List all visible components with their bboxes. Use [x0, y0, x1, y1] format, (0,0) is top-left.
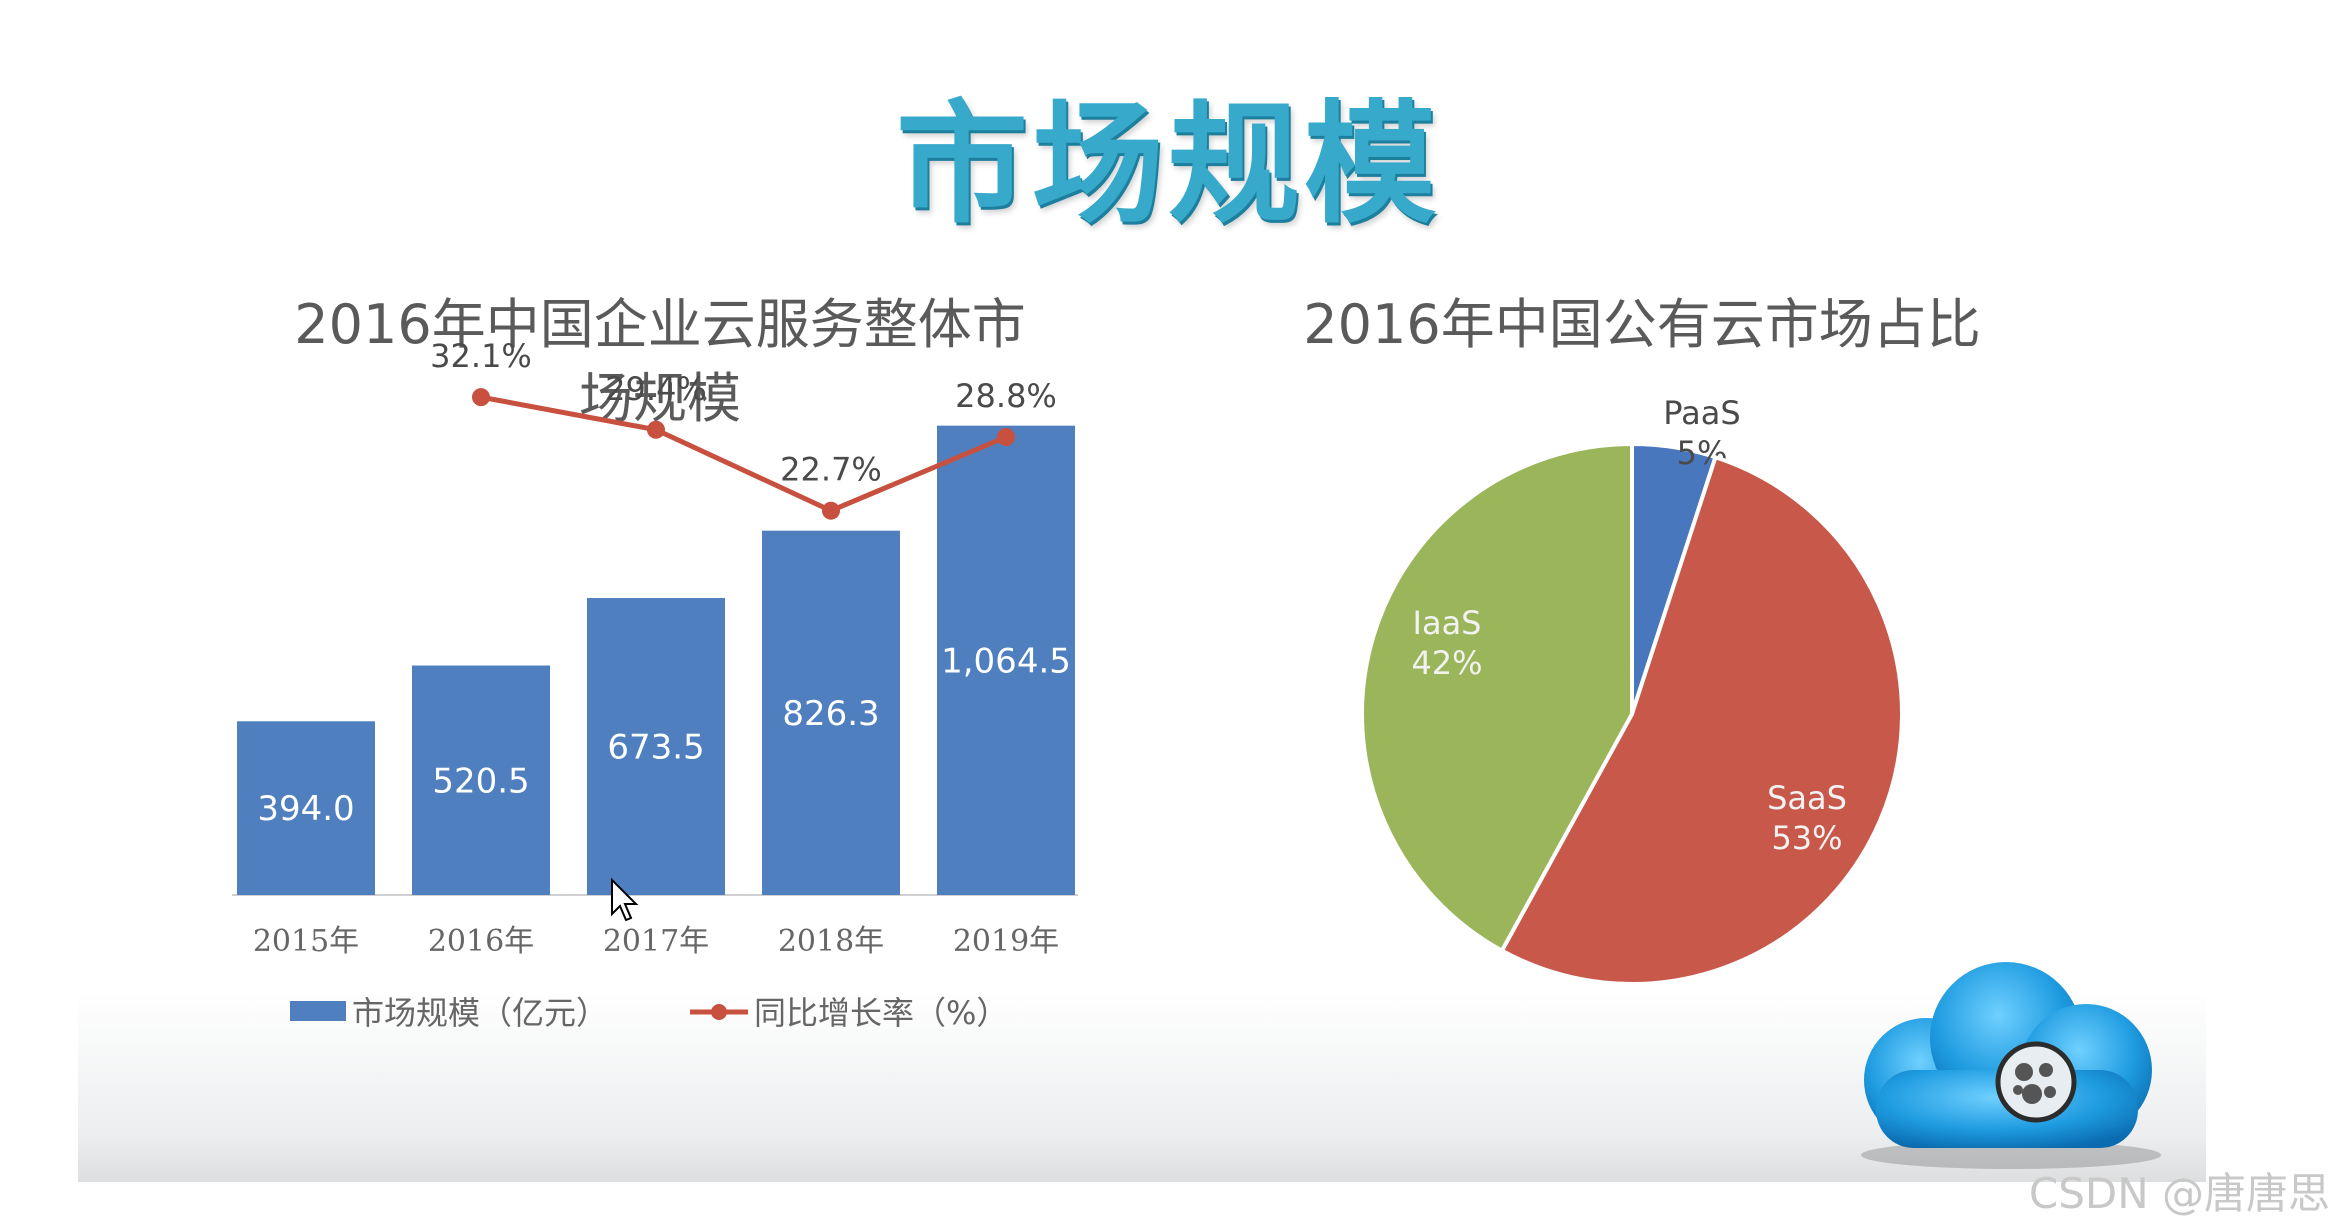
pie-slice-iaas — [1360, 441, 1634, 954]
bar — [937, 425, 1075, 895]
bar-value-label: 826.3 — [782, 694, 879, 734]
growth-rate-label: 22.7% — [780, 451, 882, 489]
growth-rate-point — [997, 428, 1015, 446]
bar-chart-title-line1: 2016年中国企业云服务整体市 — [294, 293, 1026, 356]
bar — [412, 665, 550, 895]
pie-slice-percent: 53% — [1771, 819, 1842, 857]
growth-rate-point — [822, 501, 840, 520]
legend-line-marker — [711, 1004, 727, 1020]
pie-slice-percent: 42% — [1411, 644, 1482, 682]
growth-rate-point — [647, 420, 665, 439]
pie-slice-name: SaaS — [1767, 779, 1847, 817]
x-tick-label: 2019年 — [953, 924, 1059, 959]
growth-rate-label: 32.1% — [430, 337, 532, 375]
bar-value-label: 1,064.5 — [941, 641, 1071, 681]
pie-slice-name: IaaS — [1413, 604, 1482, 642]
bar — [587, 598, 725, 895]
x-tick-label: 2018年 — [778, 924, 884, 959]
x-tick-label: 2016年 — [428, 924, 534, 959]
bar — [762, 530, 900, 895]
watermark: CSDN @唐唐思 — [2028, 1169, 2330, 1218]
bar-value-label: 673.5 — [607, 728, 704, 768]
page-title: 市场规模 — [896, 88, 1440, 242]
pie-slice-name: PaaS — [1663, 394, 1740, 432]
bar — [237, 721, 375, 895]
x-tick-label: 2017年 — [603, 924, 709, 959]
bar-value-label: 520.5 — [432, 761, 529, 801]
growth-rate-point — [472, 388, 490, 407]
growth-rate-label: 28.8% — [955, 377, 1057, 415]
legend-bar-label: 市场规模（亿元） — [352, 994, 608, 1032]
pie-chart-title: 2016年中国公有云市场占比 — [1303, 293, 1981, 356]
legend-bar-swatch — [290, 1001, 346, 1021]
growth-rate-line — [480, 394, 1007, 514]
pie-slice-saas — [1499, 454, 1905, 987]
legend-line-label: 同比增长率（%） — [754, 994, 1008, 1032]
growth-rate-label: 29.4% — [605, 370, 707, 408]
bar-value-label: 394.0 — [257, 789, 354, 829]
cloud-icon — [1861, 962, 2161, 1169]
x-tick-label: 2015年 — [253, 924, 359, 959]
